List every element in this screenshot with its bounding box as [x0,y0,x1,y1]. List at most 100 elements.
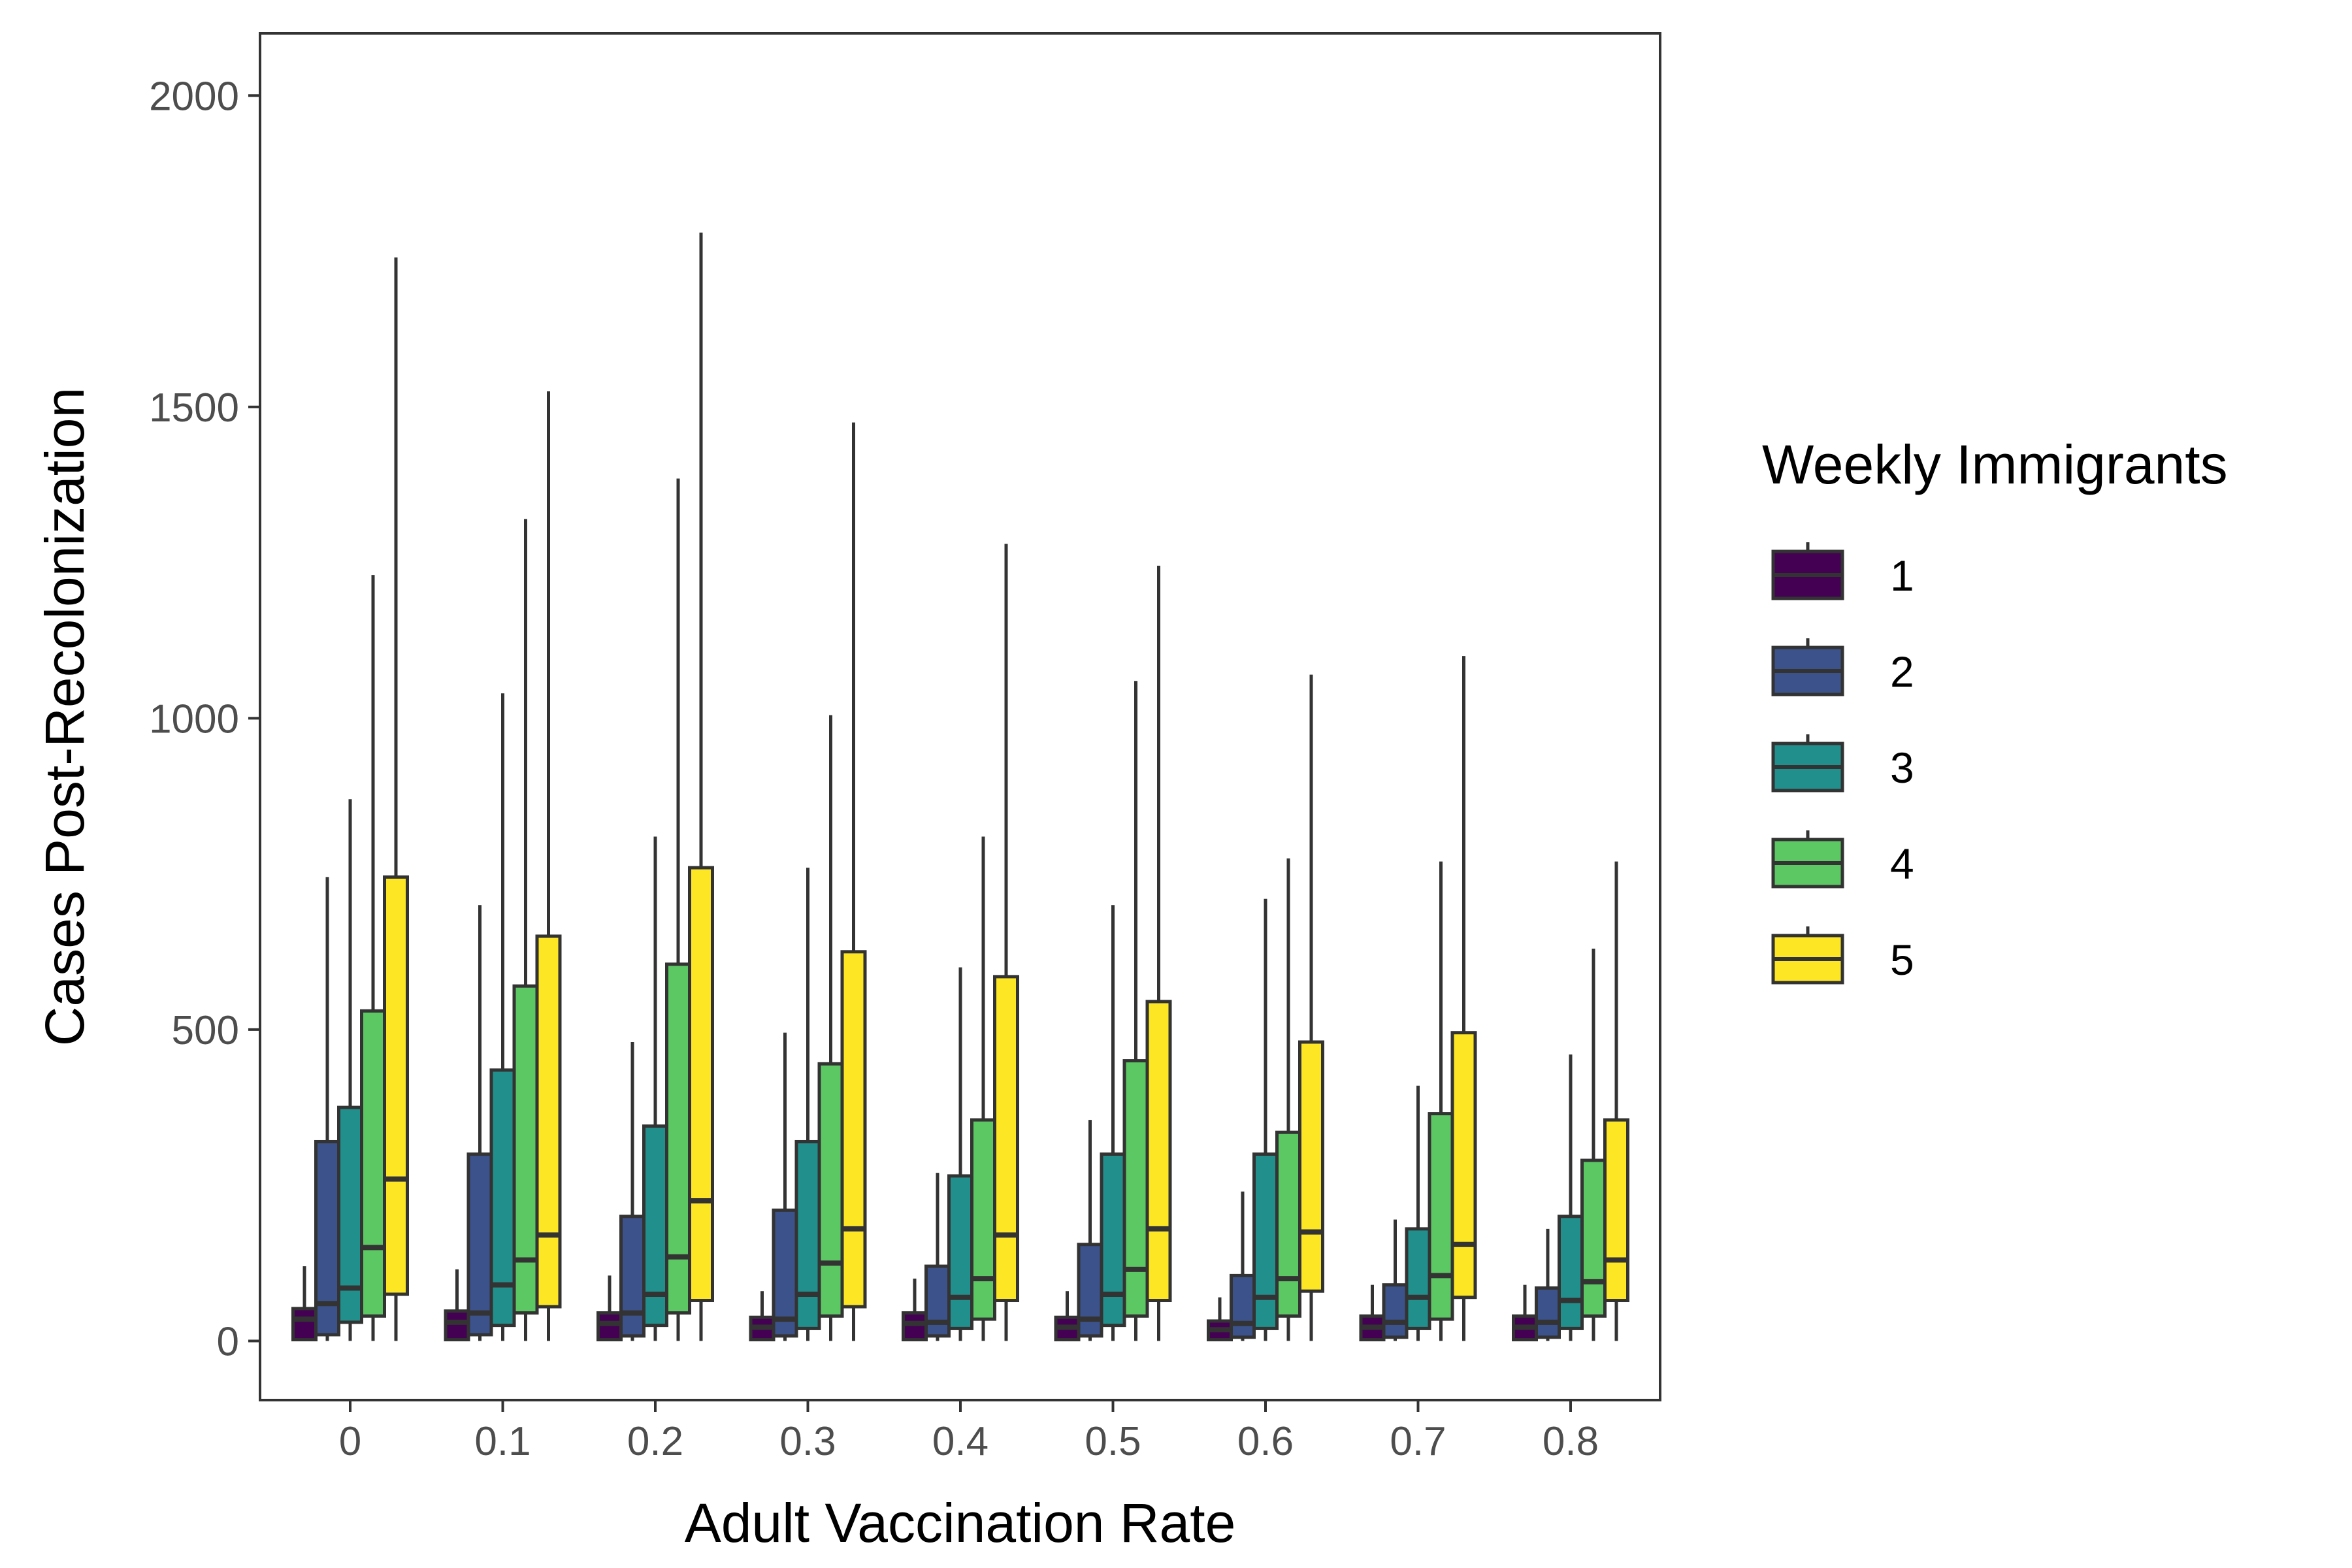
x-tick-label: 0.5 [1085,1419,1141,1464]
box-0.2-series-4 [665,478,691,1341]
box-0.2-series-5 [688,232,714,1341]
box-0.6-series-2 [1230,1191,1256,1341]
x-tick-label: 0.8 [1543,1419,1599,1464]
box-0.7-series-2 [1382,1219,1409,1341]
legend-label: 4 [1890,840,1914,888]
box-0.5-series-4 [1122,681,1149,1341]
box-body [444,1309,470,1342]
y-tick-label: 500 [172,1008,239,1053]
box-body [512,984,539,1315]
box-body [1100,1152,1126,1328]
box-body [1145,1000,1172,1303]
box-body [596,1311,623,1342]
box-0.6-series-1 [1207,1297,1233,1342]
box-body [535,934,562,1309]
box-body [840,950,867,1309]
box-body [993,975,1019,1303]
y-tick-label: 0 [217,1319,239,1364]
box-body [1230,1273,1256,1339]
box-body [1252,1152,1279,1330]
box-0.5-series-2 [1077,1120,1103,1341]
boxes-layer [291,232,1629,1342]
box-body [1405,1227,1431,1330]
legend: Weekly Immigrants 1 2 3 4 5 [1762,434,2228,997]
x-tick-label: 0.4 [932,1419,988,1464]
box-0.3-series-3 [794,868,821,1341]
legend-item-5: 5 [1771,921,1914,997]
box-body [360,1009,386,1318]
box-0.1-series-1 [444,1269,470,1342]
x-tick-label: 0.2 [627,1419,683,1464]
box-0.8-series-2 [1535,1228,1561,1341]
box-body [772,1208,798,1338]
box-body [1382,1283,1409,1339]
box-0.4-series-5 [993,544,1019,1341]
box-body [1450,1031,1477,1299]
box-0.1-series-5 [535,391,562,1341]
legend-item-4: 4 [1771,825,1914,901]
box-body [1428,1112,1454,1321]
y-tick-label: 1500 [149,385,239,431]
box-0.4-series-3 [947,967,973,1341]
box-0.1-series-3 [489,693,516,1341]
box-body [1298,1040,1324,1293]
x-tick-label: 0.3 [779,1419,836,1464]
y-axis-title: Cases Post-Recolonization [34,387,95,1047]
box-0.7-series-5 [1450,656,1477,1341]
box-0.5-series-1 [1054,1291,1081,1342]
box-0.2-series-1 [596,1275,623,1342]
box-0.8-series-1 [1512,1284,1538,1342]
box-body [970,1118,996,1321]
legend-item-3: 3 [1771,729,1914,805]
box-body [1603,1118,1629,1303]
box-0.4-series-1 [902,1279,928,1342]
box-body [619,1215,645,1338]
box-body [466,1152,493,1337]
box-body [383,875,409,1296]
box-0.3-series-5 [840,422,867,1341]
box-body [1535,1286,1561,1339]
y-axis: 0 500 1000 1500 2000 [149,74,260,1364]
y-tick-label: 1000 [149,696,239,742]
box-0.6-series-5 [1298,674,1324,1341]
x-tick-label: 0.1 [474,1419,531,1464]
x-axis-title: Adult Vaccination Rate [685,1492,1236,1554]
legend-label: 3 [1890,743,1914,792]
box-body [665,962,691,1315]
box-0.5-series-5 [1145,565,1172,1341]
box-body [1077,1243,1103,1338]
x-tick-label: 0.6 [1237,1419,1294,1464]
legend-label: 1 [1890,551,1914,600]
box-0-series-5 [383,257,409,1341]
box-0.8-series-4 [1580,949,1607,1341]
box-body [291,1307,318,1342]
box-body [688,866,714,1303]
x-tick-label: 0 [339,1419,361,1464]
legend-label: 5 [1890,936,1914,984]
box-0.3-series-1 [749,1291,776,1342]
box-0.6-series-3 [1252,898,1279,1341]
legend-item-2: 2 [1771,633,1914,709]
box-0.4-series-2 [924,1173,951,1341]
box-body [1275,1130,1301,1318]
x-axis: 0 0.1 0.2 0.3 0.4 0.5 0.6 0.7 0.8 [339,1400,1599,1464]
y-tick-label: 2000 [149,74,239,119]
box-body [924,1264,951,1338]
box-body [1580,1158,1607,1318]
legend-title: Weekly Immigrants [1762,434,2228,495]
box-0-series-4 [360,575,386,1341]
box-body [902,1311,928,1342]
box-0.8-series-5 [1603,861,1629,1341]
box-body [1558,1215,1584,1330]
x-tick-label: 0.7 [1390,1419,1446,1464]
box-0.6-series-4 [1275,858,1301,1341]
box-body [947,1174,973,1330]
box-0.3-series-2 [772,1032,798,1341]
legend-item-1: 1 [1771,537,1914,613]
box-0.2-series-2 [619,1041,645,1341]
legend-label: 2 [1890,647,1914,696]
box-body [817,1062,844,1318]
box-body [1122,1059,1149,1318]
